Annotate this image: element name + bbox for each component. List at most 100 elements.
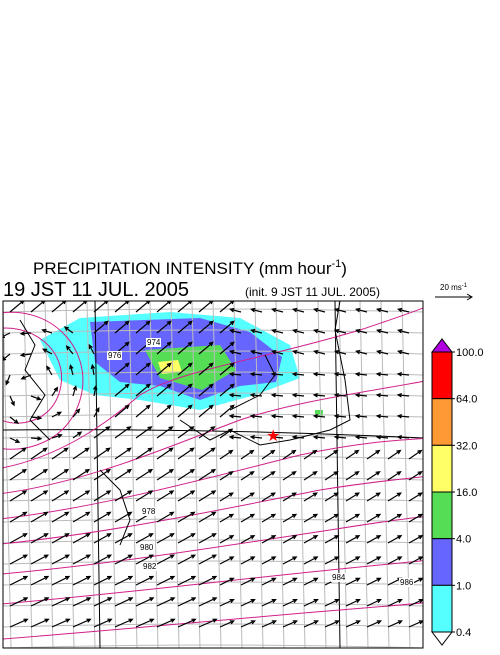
grid-line [128, 301, 138, 648]
wind-arrow [303, 492, 318, 502]
wind-arrow [228, 392, 242, 398]
wind-arrow [271, 307, 284, 313]
wind-arrow [30, 447, 48, 460]
wind-arrow [282, 598, 298, 607]
wind-arrow [366, 449, 381, 460]
grid-line [359, 301, 369, 648]
vector-scale-arrow [435, 293, 473, 301]
wind-arrow [240, 577, 256, 586]
contour-label: 980 [140, 543, 154, 552]
wind-arrow [387, 535, 403, 544]
wind-arrow [345, 598, 361, 607]
precip-yellow [158, 360, 182, 374]
wind-arrow [271, 328, 284, 334]
colorbar-segment [431, 491, 453, 540]
wind-arrow [261, 620, 277, 628]
isobar [3, 516, 423, 575]
coastline [19, 319, 51, 441]
contour-labels: 974 976 978 980 982 984 986 [107, 338, 414, 587]
wind-arrow [229, 328, 242, 334]
wind-arrow [408, 492, 423, 502]
wind-arrow [93, 490, 112, 502]
wind-arrow [72, 468, 91, 481]
wind-arrow [345, 471, 360, 481]
wind-arrow [198, 426, 216, 439]
wind-arrow [114, 362, 130, 376]
grid-line [3, 581, 423, 586]
wind-arrow [156, 426, 174, 439]
colorbar-segment [431, 584, 453, 633]
wind-arrow [387, 449, 402, 460]
wind-arrow [177, 468, 196, 481]
wind-arrow [376, 328, 389, 334]
wind-arrow [396, 434, 410, 440]
wind-arrow [51, 533, 70, 544]
wind-arrow [198, 383, 214, 397]
wind-arrow [376, 307, 389, 313]
wind-arrow [219, 492, 234, 502]
wind-arrow [324, 492, 339, 502]
coastline [229, 354, 276, 411]
wind-arrow [30, 301, 46, 313]
wind-arrow [30, 415, 43, 421]
wind-arrow [408, 556, 423, 565]
grid-line [3, 455, 423, 460]
wind-arrow [291, 413, 305, 419]
wind-arrow [387, 556, 403, 565]
wind-arrow [249, 413, 263, 419]
wind-arrow [334, 349, 347, 355]
wind-arrow [93, 468, 112, 481]
wind-arrow [354, 392, 368, 398]
grid-line [3, 350, 423, 355]
wind-arrow [396, 413, 410, 419]
wind-arrow [93, 575, 113, 586]
wind-arrow [20, 374, 32, 380]
wind-arrow [345, 513, 361, 523]
wind-arrow [51, 411, 63, 418]
isobar [3, 380, 423, 494]
grid-line [233, 301, 243, 648]
title-exponent: -1 [331, 258, 341, 270]
wind-arrow [375, 392, 389, 398]
wind-arrow [292, 307, 305, 313]
wind-arrow [41, 328, 53, 334]
grid-line [3, 623, 423, 628]
wind-arrow [303, 577, 319, 586]
wind-arrow [270, 413, 284, 419]
wind-arrow [92, 384, 98, 397]
grid-line [3, 644, 423, 648]
wind-arrow [135, 362, 151, 376]
grid-line [296, 301, 306, 648]
wind-arrow [9, 395, 15, 407]
wind-arrow [375, 413, 389, 419]
wind-arrow [93, 618, 113, 628]
wind-arrow [177, 383, 193, 397]
wind-arrow [93, 426, 111, 439]
wind-arrow [270, 392, 284, 398]
grid-line [191, 301, 201, 648]
wind-arrow [355, 349, 368, 355]
wind-arrow [177, 511, 196, 523]
wind-arrow [355, 328, 368, 334]
grid-line [86, 301, 96, 648]
wind-arrow [135, 554, 155, 565]
wind-arrow [135, 426, 153, 439]
wind-arrow [408, 449, 423, 460]
wind-arrow [303, 598, 319, 607]
grid-line [23, 301, 33, 648]
wind-arrow [156, 447, 174, 460]
wind-arrow [177, 597, 197, 607]
wind-arrow [114, 426, 132, 439]
wind-arrow [30, 511, 49, 523]
wind-arrow [9, 511, 28, 523]
contour-label: 978 [142, 507, 156, 516]
wind-arrow [135, 533, 154, 544]
wind-arrow [219, 513, 235, 523]
wind-arrow [333, 434, 347, 440]
wind-arrow [249, 371, 263, 377]
wind-arrow [30, 618, 50, 628]
wind-arrow [177, 490, 196, 502]
wind-arrow [3, 332, 11, 338]
wind-arrow [249, 434, 263, 440]
wind-arrow [51, 490, 70, 502]
